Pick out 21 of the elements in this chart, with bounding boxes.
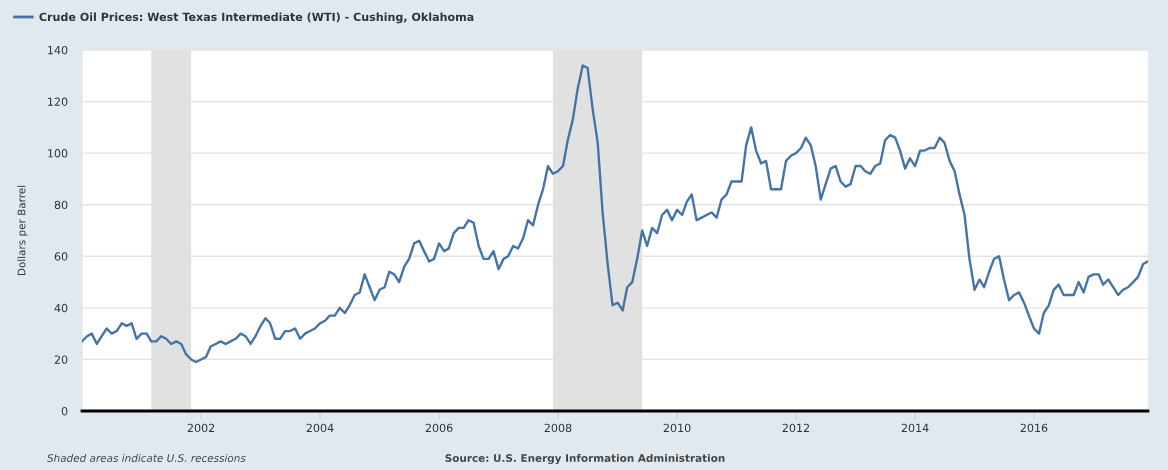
- y-tick-label: 40: [54, 303, 68, 313]
- x-tick-label: 2010: [663, 423, 691, 433]
- y-tick-label: 0: [61, 406, 68, 416]
- legend-label: Crude Oil Prices: West Texas Intermediate (WTI) - Cushing, Oklahoma: [39, 12, 474, 24]
- x-tick-label: 2014: [901, 423, 929, 433]
- y-tick-label: 20: [54, 355, 68, 364]
- x-tick-label: 2004: [306, 423, 334, 433]
- y-tick-label: 140: [48, 45, 68, 55]
- x-tick-label: 2008: [544, 423, 572, 433]
- y-axis-title: Dollars per Barrel: [17, 185, 28, 276]
- line-series: [82, 64, 1148, 364]
- y-tick-label: 100: [48, 149, 68, 158]
- y-tick-label: 80: [54, 200, 68, 210]
- x-tick-label: 2016: [1020, 423, 1048, 433]
- y-tick-label: 120: [48, 97, 68, 106]
- y-tick-label: 60: [54, 252, 68, 261]
- x-tick-label: 2012: [782, 423, 809, 433]
- x-tick-label: 2006: [425, 423, 453, 433]
- x-tick-label: 2002: [187, 423, 215, 433]
- text: Shaded areas indicate U.S. recessions: [47, 453, 246, 463]
- source-note: Source: U.S. Energy Information Administration: [445, 453, 725, 465]
